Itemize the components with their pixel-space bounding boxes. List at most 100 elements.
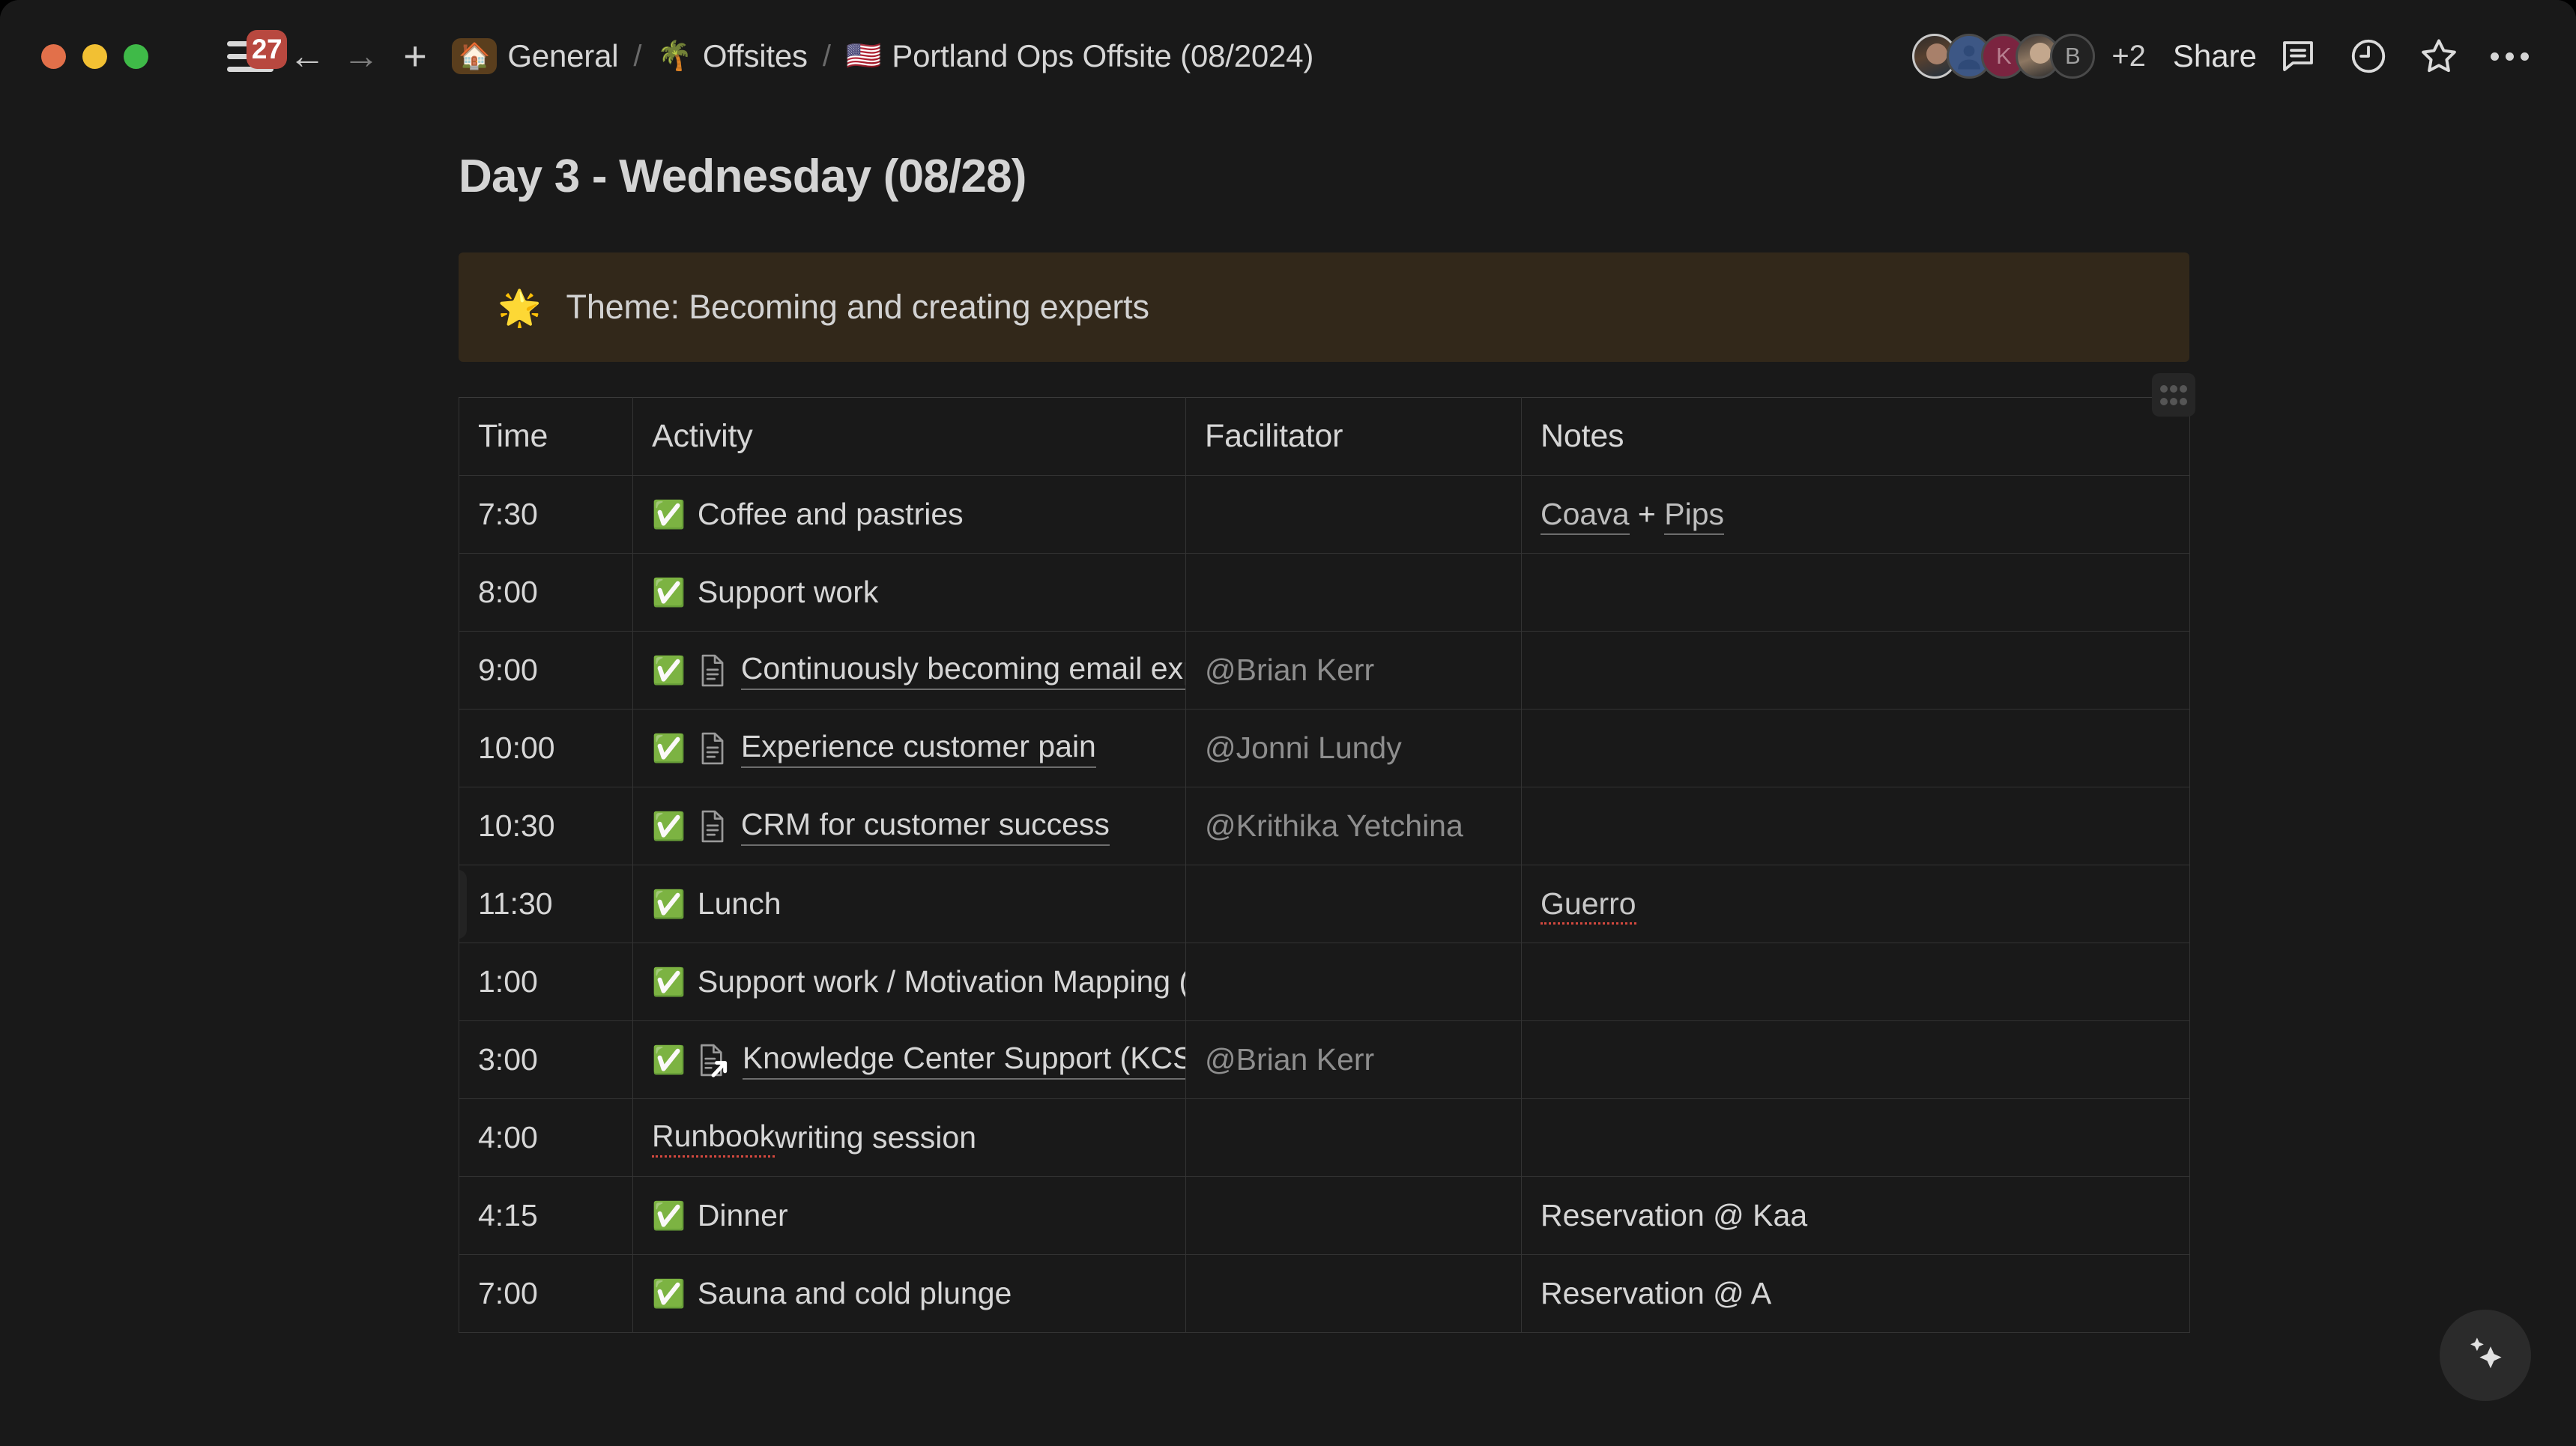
- activity-page-link[interactable]: Knowledge Center Support (KCS): [742, 1041, 1185, 1080]
- history-icon[interactable]: [2339, 27, 2398, 85]
- close-window-button[interactable]: [41, 43, 66, 69]
- us-flag-icon: 🇺🇸: [845, 40, 882, 72]
- breadcrumb-item-current-page[interactable]: 🇺🇸 Portland Ops Offsite (08/2024): [846, 38, 1313, 74]
- cell-facilitator[interactable]: @Brian Kerr: [1185, 1020, 1522, 1099]
- maximize-window-button[interactable]: [124, 43, 148, 69]
- breadcrumb-separator: /: [633, 39, 642, 73]
- cell-activity[interactable]: ✅ Sauna and cold plunge: [632, 1254, 1186, 1333]
- cell-facilitator[interactable]: [1185, 865, 1522, 943]
- cell-activity[interactable]: ✅ Experience customer pain: [632, 709, 1186, 787]
- cell-notes[interactable]: [1521, 709, 2190, 787]
- cell-notes[interactable]: [1521, 943, 2190, 1021]
- table-options-handle[interactable]: [2152, 373, 2195, 417]
- cell-facilitator[interactable]: [1185, 475, 1522, 554]
- cell-facilitator[interactable]: @Brian Kerr: [1185, 631, 1522, 710]
- cell-notes[interactable]: [1521, 1098, 2190, 1177]
- activity-page-link[interactable]: Experience customer pain: [740, 729, 1096, 768]
- cell-facilitator[interactable]: [1185, 1176, 1522, 1255]
- notification-badge[interactable]: 27: [247, 30, 287, 69]
- cell-facilitator[interactable]: [1185, 1254, 1522, 1333]
- cell-time[interactable]: 10:00: [459, 709, 633, 787]
- table-row[interactable]: 4:15 ✅ Dinner Reservation @ Kaa: [459, 1176, 2190, 1255]
- collaborator-avatars[interactable]: K B: [1912, 34, 2096, 79]
- cell-facilitator[interactable]: [1185, 943, 1522, 1021]
- facilitator-mention[interactable]: @Brian Kerr: [1205, 653, 1375, 687]
- forward-arrow-icon[interactable]: →: [342, 35, 380, 76]
- facilitator-mention[interactable]: @Krithika Yetchina: [1205, 808, 1463, 843]
- back-arrow-icon[interactable]: ←: [288, 35, 326, 76]
- facilitator-mention[interactable]: @Jonni Lundy: [1205, 730, 1402, 765]
- cell-activity[interactable]: ✅ Support work: [632, 553, 1186, 632]
- cell-notes[interactable]: Guerro: [1521, 865, 2190, 943]
- cell-activity[interactable]: ✅ Knowledge Center Support (KCS): [632, 1020, 1186, 1099]
- table-row[interactable]: 3:00 ✅ Knowledge Center Support (KCS) @Bri…: [459, 1020, 2190, 1099]
- cell-time[interactable]: 4:15: [459, 1176, 633, 1255]
- star-icon[interactable]: [2410, 27, 2468, 85]
- cell-notes[interactable]: Coava + Pips: [1521, 475, 2190, 554]
- cell-time[interactable]: 7:30: [459, 475, 633, 554]
- cell-activity[interactable]: ✅ Coffee and pastries: [632, 475, 1186, 554]
- cell-time[interactable]: 7:00: [459, 1254, 633, 1333]
- note-link[interactable]: Coava: [1541, 497, 1630, 535]
- cell-activity[interactable]: ✅ CRM for customer success: [632, 787, 1186, 865]
- cell-time[interactable]: 1:00: [459, 943, 633, 1021]
- table-row[interactable]: 10:00 ✅ Experience customer pain @Jonni Lu…: [459, 709, 2190, 787]
- sidebar-toggle-icon[interactable]: 27: [227, 30, 287, 79]
- table-row[interactable]: 10:30 ✅ CRM for customer success @Krithika…: [459, 787, 2190, 865]
- table-row[interactable]: 7:30 ✅ Coffee and pastries Coava + Pips: [459, 475, 2190, 554]
- theme-callout[interactable]: 🌟 Theme: Becoming and creating experts: [459, 252, 2189, 362]
- column-header-activity[interactable]: Activity: [632, 397, 1186, 476]
- table-body: 7:30 ✅ Coffee and pastries Coava + Pips 8:00…: [459, 475, 2190, 1333]
- cell-facilitator[interactable]: @Jonni Lundy: [1185, 709, 1522, 787]
- share-button[interactable]: Share: [2172, 38, 2257, 73]
- table-row[interactable]: 4:00 Runbook writing session: [459, 1098, 2190, 1177]
- cell-time[interactable]: 4:00: [459, 1098, 633, 1177]
- table-row[interactable]: 1:00 ✅ Support work / Motivation Mapping (…: [459, 943, 2190, 1021]
- cell-facilitator[interactable]: @Krithika Yetchina: [1185, 787, 1522, 865]
- cell-activity[interactable]: ✅ Dinner: [632, 1176, 1186, 1255]
- cell-activity[interactable]: ✅ Continuously becoming email experts: [632, 631, 1186, 710]
- new-page-icon[interactable]: +: [403, 34, 427, 79]
- cell-time[interactable]: 3:00: [459, 1020, 633, 1099]
- cell-notes[interactable]: [1521, 553, 2190, 632]
- cell-notes[interactable]: [1521, 787, 2190, 865]
- cell-time[interactable]: 11:30: [459, 865, 633, 943]
- avatar-overflow-count[interactable]: +2: [2111, 39, 2146, 73]
- cell-notes[interactable]: Reservation @ Kaa: [1521, 1176, 2190, 1255]
- table-row[interactable]: 11:30 ✅ Lunch Guerro: [459, 865, 2190, 943]
- cell-activity[interactable]: Runbook writing session: [632, 1098, 1186, 1177]
- breadcrumb-item-offsites[interactable]: 🌴 Offsites: [657, 38, 808, 74]
- activity-page-link[interactable]: CRM for customer success: [740, 807, 1110, 846]
- comment-icon[interactable]: [2269, 27, 2327, 85]
- column-header-time[interactable]: Time: [459, 397, 633, 476]
- more-options-icon[interactable]: [2480, 27, 2539, 85]
- row-drag-handle[interactable]: [459, 870, 467, 939]
- minimize-window-button[interactable]: [82, 43, 107, 69]
- cell-notes[interactable]: [1521, 1020, 2190, 1099]
- table-row[interactable]: 7:00 ✅ Sauna and cold plunge Reservation @ …: [459, 1254, 2190, 1333]
- table-row[interactable]: 9:00 ✅ Continuously becoming email expert…: [459, 631, 2190, 710]
- cell-facilitator[interactable]: [1185, 1098, 1522, 1177]
- cell-facilitator[interactable]: [1185, 553, 1522, 632]
- note-link[interactable]: Pips: [1664, 497, 1725, 535]
- column-header-facilitator[interactable]: Facilitator: [1185, 397, 1522, 476]
- avatar[interactable]: K: [1981, 34, 2027, 79]
- activity-page-link[interactable]: Continuously becoming email experts: [740, 651, 1185, 690]
- cell-notes[interactable]: Reservation @ A: [1521, 1254, 2190, 1333]
- check-mark-icon: ✅: [652, 576, 686, 608]
- cell-time[interactable]: 8:00: [459, 553, 633, 632]
- cell-activity[interactable]: ✅ Lunch: [632, 865, 1186, 943]
- ai-assistant-button[interactable]: [2440, 1310, 2531, 1401]
- cell-notes[interactable]: [1521, 631, 2190, 710]
- breadcrumb-item-general[interactable]: 🏠 General: [452, 38, 619, 74]
- cell-time[interactable]: 9:00: [459, 631, 633, 710]
- table-row[interactable]: 8:00 ✅ Support work: [459, 553, 2190, 632]
- cell-time[interactable]: 10:30: [459, 787, 633, 865]
- cell-activity[interactable]: ✅ Support work / Motivation Mapping (Bria…: [632, 943, 1186, 1021]
- avatar[interactable]: B: [2050, 34, 2096, 79]
- time-value: 10:30: [478, 808, 555, 843]
- time-value: 4:15: [478, 1198, 538, 1232]
- column-header-notes[interactable]: Notes: [1521, 397, 2190, 476]
- facilitator-mention[interactable]: @Brian Kerr: [1205, 1042, 1375, 1077]
- avatar[interactable]: [1947, 34, 1992, 79]
